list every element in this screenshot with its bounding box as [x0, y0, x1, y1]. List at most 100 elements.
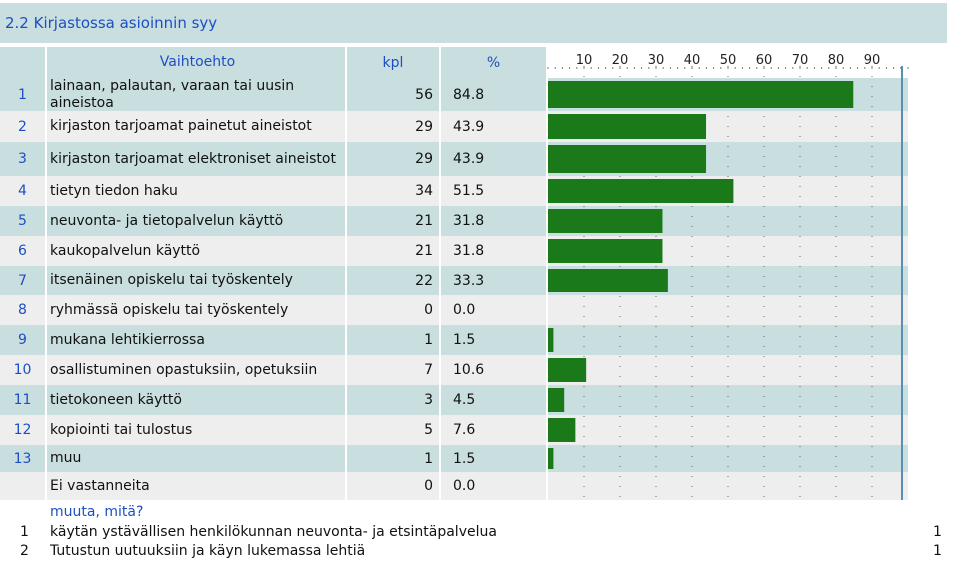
row-number: 1 — [0, 78, 45, 111]
row-label: mukana lehtikierrossa — [47, 325, 345, 355]
table-row: 9 mukana lehtikierrossa 1 1.5 — [0, 325, 960, 355]
row-count: 1 — [347, 325, 439, 355]
other-answers-heading: muuta, mitä? — [50, 504, 144, 520]
other-answer-count: 1 — [933, 524, 942, 540]
row-count: 21 — [347, 206, 439, 236]
row-count: 56 — [347, 78, 439, 111]
row-percent: 0.0 — [441, 472, 546, 500]
row-count: 0 — [347, 472, 439, 500]
tick-label: 50 — [720, 53, 737, 68]
row-percent: 4.5 — [441, 385, 546, 415]
row-percent: 33.3 — [441, 266, 546, 295]
tick-label: 30 — [648, 53, 665, 68]
row-percent: 31.8 — [441, 236, 546, 266]
other-answer-text: käytän ystävällisen henkilökunnan neuvon… — [50, 524, 497, 540]
row-percent: 10.6 — [441, 355, 546, 385]
row-percent: 7.6 — [441, 415, 546, 445]
header-percent: % — [441, 47, 546, 78]
bar — [548, 145, 707, 173]
row-number: 12 — [0, 415, 45, 445]
row-percent: 0.0 — [441, 295, 546, 325]
row-count: 0 — [347, 295, 439, 325]
row-label: kirjaston tarjoamat elektroniset aineist… — [47, 142, 345, 176]
bar-cell-bg — [548, 295, 908, 325]
other-answer-number: 2 — [20, 543, 29, 559]
bar — [548, 388, 565, 412]
row-label: ryhmässä opiskelu tai työskentely — [47, 295, 345, 325]
row-number: 3 — [0, 142, 45, 176]
table-row: 12 kopiointi tai tulostus 5 7.6 — [0, 415, 960, 445]
other-answer-row: 2 Tutustun uutuuksiin ja käyn lukemassa l… — [0, 541, 960, 561]
other-answer-number: 1 — [20, 524, 29, 540]
bar-cell-bg — [548, 415, 908, 445]
bar — [548, 81, 854, 108]
row-count: 29 — [347, 111, 439, 142]
row-label: kaukopalvelun käyttö — [47, 236, 345, 266]
header-count: kpl — [347, 47, 439, 78]
row-number: 5 — [0, 206, 45, 236]
row-percent: 43.9 — [441, 142, 546, 176]
other-answer-text: Tutustun uutuuksiin ja käyn lukemassa le… — [50, 543, 366, 559]
table-header: Vaihtoehto kpl% — [0, 47, 960, 78]
row-label: Ei vastanneita — [47, 472, 345, 500]
row-number: 6 — [0, 236, 45, 266]
row-label: osallistuminen opastuksiin, opetuksiin — [47, 355, 345, 385]
row-number: 9 — [0, 325, 45, 355]
other-heading-row: muuta, mitä? — [0, 502, 960, 522]
tick-label: 40 — [684, 53, 701, 68]
bar-cell-bg — [548, 445, 908, 472]
row-percent: 1.5 — [441, 325, 546, 355]
row-percent: 43.9 — [441, 111, 546, 142]
table-row: 11 tietokoneen käyttö 3 4.5 — [0, 385, 960, 415]
row-number: 8 — [0, 295, 45, 325]
row-number: 11 — [0, 385, 45, 415]
bar — [548, 448, 554, 469]
row-percent: 1.5 — [441, 445, 546, 472]
bar-cell-bg — [548, 355, 908, 385]
row-label: itsenäinen opiskelu tai työskentely — [47, 266, 345, 295]
table-row: 3 kirjaston tarjoamat elektroniset aineis… — [0, 142, 960, 176]
row-percent: 51.5 — [441, 176, 546, 206]
row-label: tietokoneen käyttö — [47, 385, 345, 415]
tick-label: 90 — [864, 53, 881, 68]
tick-label: 20 — [612, 53, 629, 68]
bar — [548, 114, 707, 139]
row-label: tietyn tiedon haku — [47, 176, 345, 206]
tick-label: 70 — [792, 53, 809, 68]
row-number — [0, 472, 45, 500]
row-label: kirjaston tarjoamat painetut aineistot — [47, 111, 345, 142]
row-number: 7 — [0, 266, 45, 295]
row-percent: 31.8 — [441, 206, 546, 236]
row-number: 4 — [0, 176, 45, 206]
row-label: neuvonta- ja tietopalvelun käyttö — [47, 206, 345, 236]
tick-label: 10 — [576, 53, 593, 68]
row-count: 29 — [347, 142, 439, 176]
row-count: 3 — [347, 385, 439, 415]
row-number: 13 — [0, 445, 45, 472]
row-count: 21 — [347, 236, 439, 266]
table-row: 10 osallistuminen opastuksiin, opetuksiin… — [0, 355, 960, 385]
tick-label: 60 — [756, 53, 773, 68]
tick-label: 80 — [828, 53, 845, 68]
row-count: 22 — [347, 266, 439, 295]
bar — [548, 358, 587, 382]
row-number: 2 — [0, 111, 45, 142]
row-percent: 84.8 — [441, 78, 546, 111]
table-row: 8 ryhmässä opiskelu tai työskentely 0 0.0 — [0, 295, 960, 325]
bar — [548, 269, 668, 292]
row-count: 34 — [347, 176, 439, 206]
bar-cell-bg — [548, 325, 908, 355]
header-num-cell — [0, 47, 45, 78]
row-count: 1 — [347, 445, 439, 472]
row-label: muu — [47, 445, 345, 472]
row-label: lainaan, palautan, varaan tai uusin aine… — [47, 78, 345, 111]
bar-cell-bg — [548, 385, 908, 415]
bar — [548, 209, 663, 233]
bar — [548, 328, 554, 352]
axis-header-bg — [548, 47, 908, 78]
row-count: 5 — [347, 415, 439, 445]
header-option: Vaihtoehto — [47, 47, 345, 78]
bar — [548, 179, 734, 203]
other-answer-count: 1 — [933, 543, 942, 559]
